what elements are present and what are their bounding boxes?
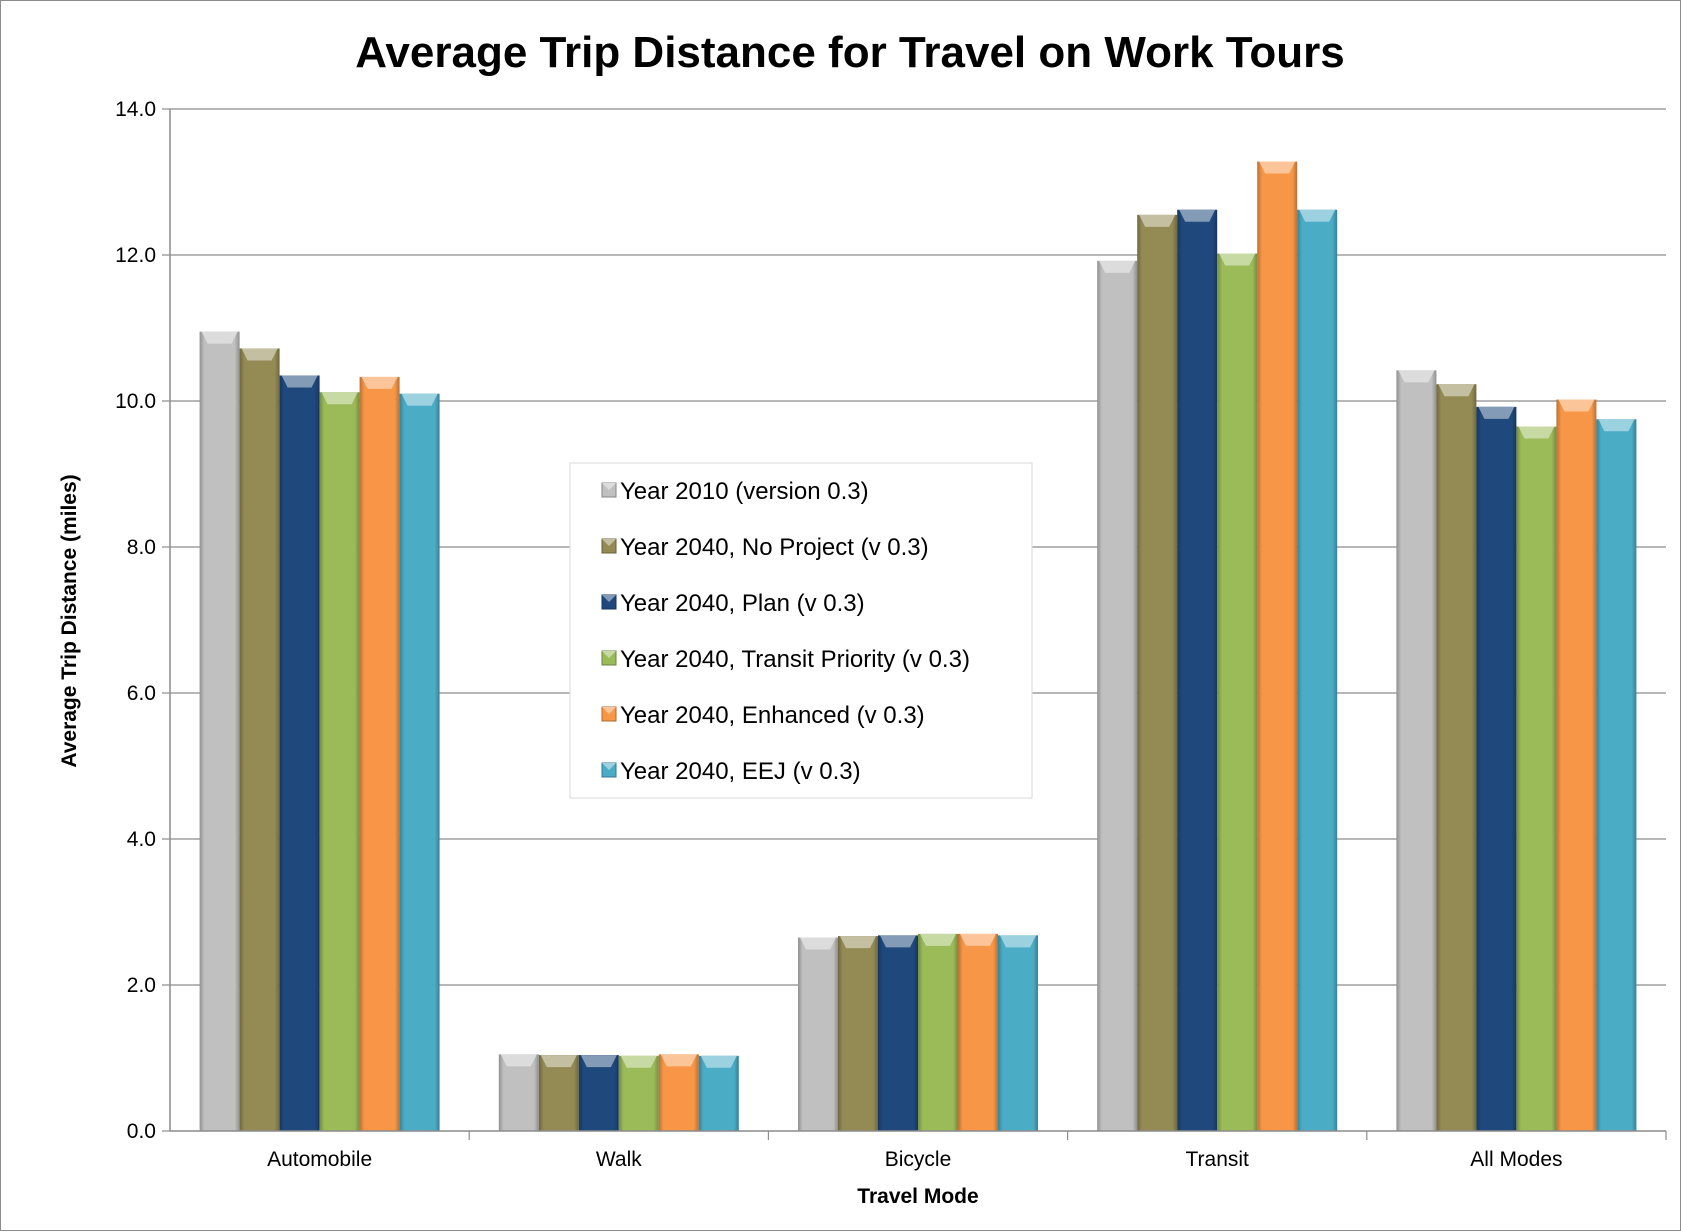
- x-tick-label: Walk: [596, 1148, 642, 1171]
- bar: [1097, 260, 1138, 1132]
- legend: Year 2010 (version 0.3) Year 2040, No Pro…: [569, 462, 1033, 799]
- bar-bevel: [960, 933, 996, 946]
- x-tick-label: All Modes: [1470, 1148, 1562, 1171]
- bar: [918, 933, 958, 1131]
- bar: [618, 1055, 659, 1131]
- bar: [1217, 253, 1258, 1132]
- bar: [998, 935, 1038, 1131]
- bar-bevel: [201, 331, 238, 344]
- bar: [698, 1055, 739, 1131]
- legend-box: [569, 462, 1033, 799]
- y-tick-label: 14.0: [115, 98, 156, 121]
- bar-bevel: [660, 1054, 697, 1067]
- y-tick-label: 12.0: [115, 244, 156, 267]
- bar: [538, 1055, 579, 1131]
- bar-bevel: [800, 937, 836, 950]
- legend-label: Year 2040, Enhanced (v 0.3): [620, 702, 925, 729]
- bar-bevel: [840, 936, 876, 949]
- x-tick-label: Bicycle: [885, 1148, 952, 1171]
- legend-swatch-bevel: [602, 595, 616, 602]
- bar: [399, 393, 440, 1131]
- bar-bevel: [920, 933, 956, 946]
- y-tick-labels: 0.0 2.0 4.0 6.0 8.0 10.0 12.0 14.0: [115, 98, 156, 1143]
- bar-bevel: [1000, 935, 1036, 948]
- y-tick-label: 8.0: [127, 536, 156, 559]
- bar: [878, 935, 918, 1131]
- y-tick-label: 6.0: [127, 682, 156, 705]
- bar-bevel: [241, 348, 278, 361]
- bar-bevel: [321, 392, 358, 405]
- y-tick-label: 0.0: [127, 1120, 156, 1143]
- bar-bevel: [1478, 406, 1515, 419]
- bar-bevel: [620, 1055, 657, 1068]
- bar: [658, 1054, 699, 1131]
- bar-bevel: [1259, 161, 1296, 174]
- bar: [1137, 214, 1178, 1132]
- y-tick-label: 10.0: [115, 390, 156, 413]
- x-tick-label: Automobile: [267, 1148, 372, 1171]
- bar: [498, 1054, 539, 1131]
- bar: [1516, 426, 1557, 1131]
- legend-swatch-bevel: [602, 763, 616, 770]
- bar-bevel: [500, 1054, 537, 1067]
- legend-swatch-bevel: [602, 483, 616, 490]
- legend-swatch-bevel: [602, 707, 616, 714]
- axes: [169, 109, 1667, 1140]
- bar: [1297, 209, 1338, 1132]
- legend-swatch-bevel: [602, 539, 616, 546]
- y-tick-label: 4.0: [127, 828, 156, 851]
- bar-bevel: [1518, 426, 1555, 439]
- y-axis-title: Average Trip Distance (miles): [58, 474, 81, 767]
- bar-bevel: [1179, 209, 1216, 222]
- legend-label: Year 2040, EEJ (v 0.3): [620, 758, 861, 785]
- bar: [1596, 419, 1637, 1131]
- bar: [239, 348, 280, 1131]
- bar: [319, 392, 360, 1131]
- bar-bevel: [880, 935, 916, 948]
- x-tick-label: Transit: [1185, 1148, 1249, 1171]
- bar: [1436, 384, 1477, 1132]
- legend-label: Year 2040, Transit Priority (v 0.3): [620, 646, 970, 673]
- bar-bevel: [1438, 384, 1475, 397]
- bar-bevel: [1139, 214, 1176, 227]
- bar: [359, 376, 400, 1131]
- bar-bevel: [1598, 419, 1635, 432]
- bar-bevel: [281, 375, 318, 388]
- bar: [279, 375, 320, 1131]
- bar-bevel: [1398, 370, 1435, 383]
- bars: [199, 161, 1637, 1132]
- bar: [798, 937, 838, 1131]
- bar: [199, 331, 240, 1131]
- bar: [578, 1055, 619, 1131]
- bar-bevel: [1558, 399, 1595, 412]
- legend-label: Year 2040, No Project (v 0.3): [620, 534, 929, 561]
- chart-title: Average Trip Distance for Travel on Work…: [355, 28, 1344, 77]
- bar-bevel: [540, 1055, 577, 1068]
- bar: [1177, 209, 1218, 1132]
- legend-label: Year 2010 (version 0.3): [620, 478, 869, 505]
- y-tick-label: 2.0: [127, 974, 156, 997]
- x-axis-title: Travel Mode: [857, 1185, 978, 1208]
- bar-bevel: [1099, 260, 1136, 273]
- bar: [1556, 399, 1597, 1131]
- bar-bevel: [1219, 253, 1256, 266]
- bar: [1257, 161, 1298, 1131]
- bar-bevel: [700, 1055, 737, 1068]
- bar-bevel: [1299, 209, 1336, 222]
- bar-bevel: [361, 376, 398, 389]
- legend-label: Year 2040, Plan (v 0.3): [620, 590, 865, 617]
- bar-bevel: [580, 1055, 617, 1068]
- bar-bevel: [401, 393, 438, 406]
- bar: [1396, 370, 1437, 1132]
- bar: [958, 933, 998, 1131]
- x-tick-labels: Automobile Walk Bicycle Transit All Modes: [267, 1148, 1562, 1171]
- bar: [1476, 406, 1517, 1132]
- bar: [838, 936, 878, 1131]
- legend-swatch-bevel: [602, 651, 616, 658]
